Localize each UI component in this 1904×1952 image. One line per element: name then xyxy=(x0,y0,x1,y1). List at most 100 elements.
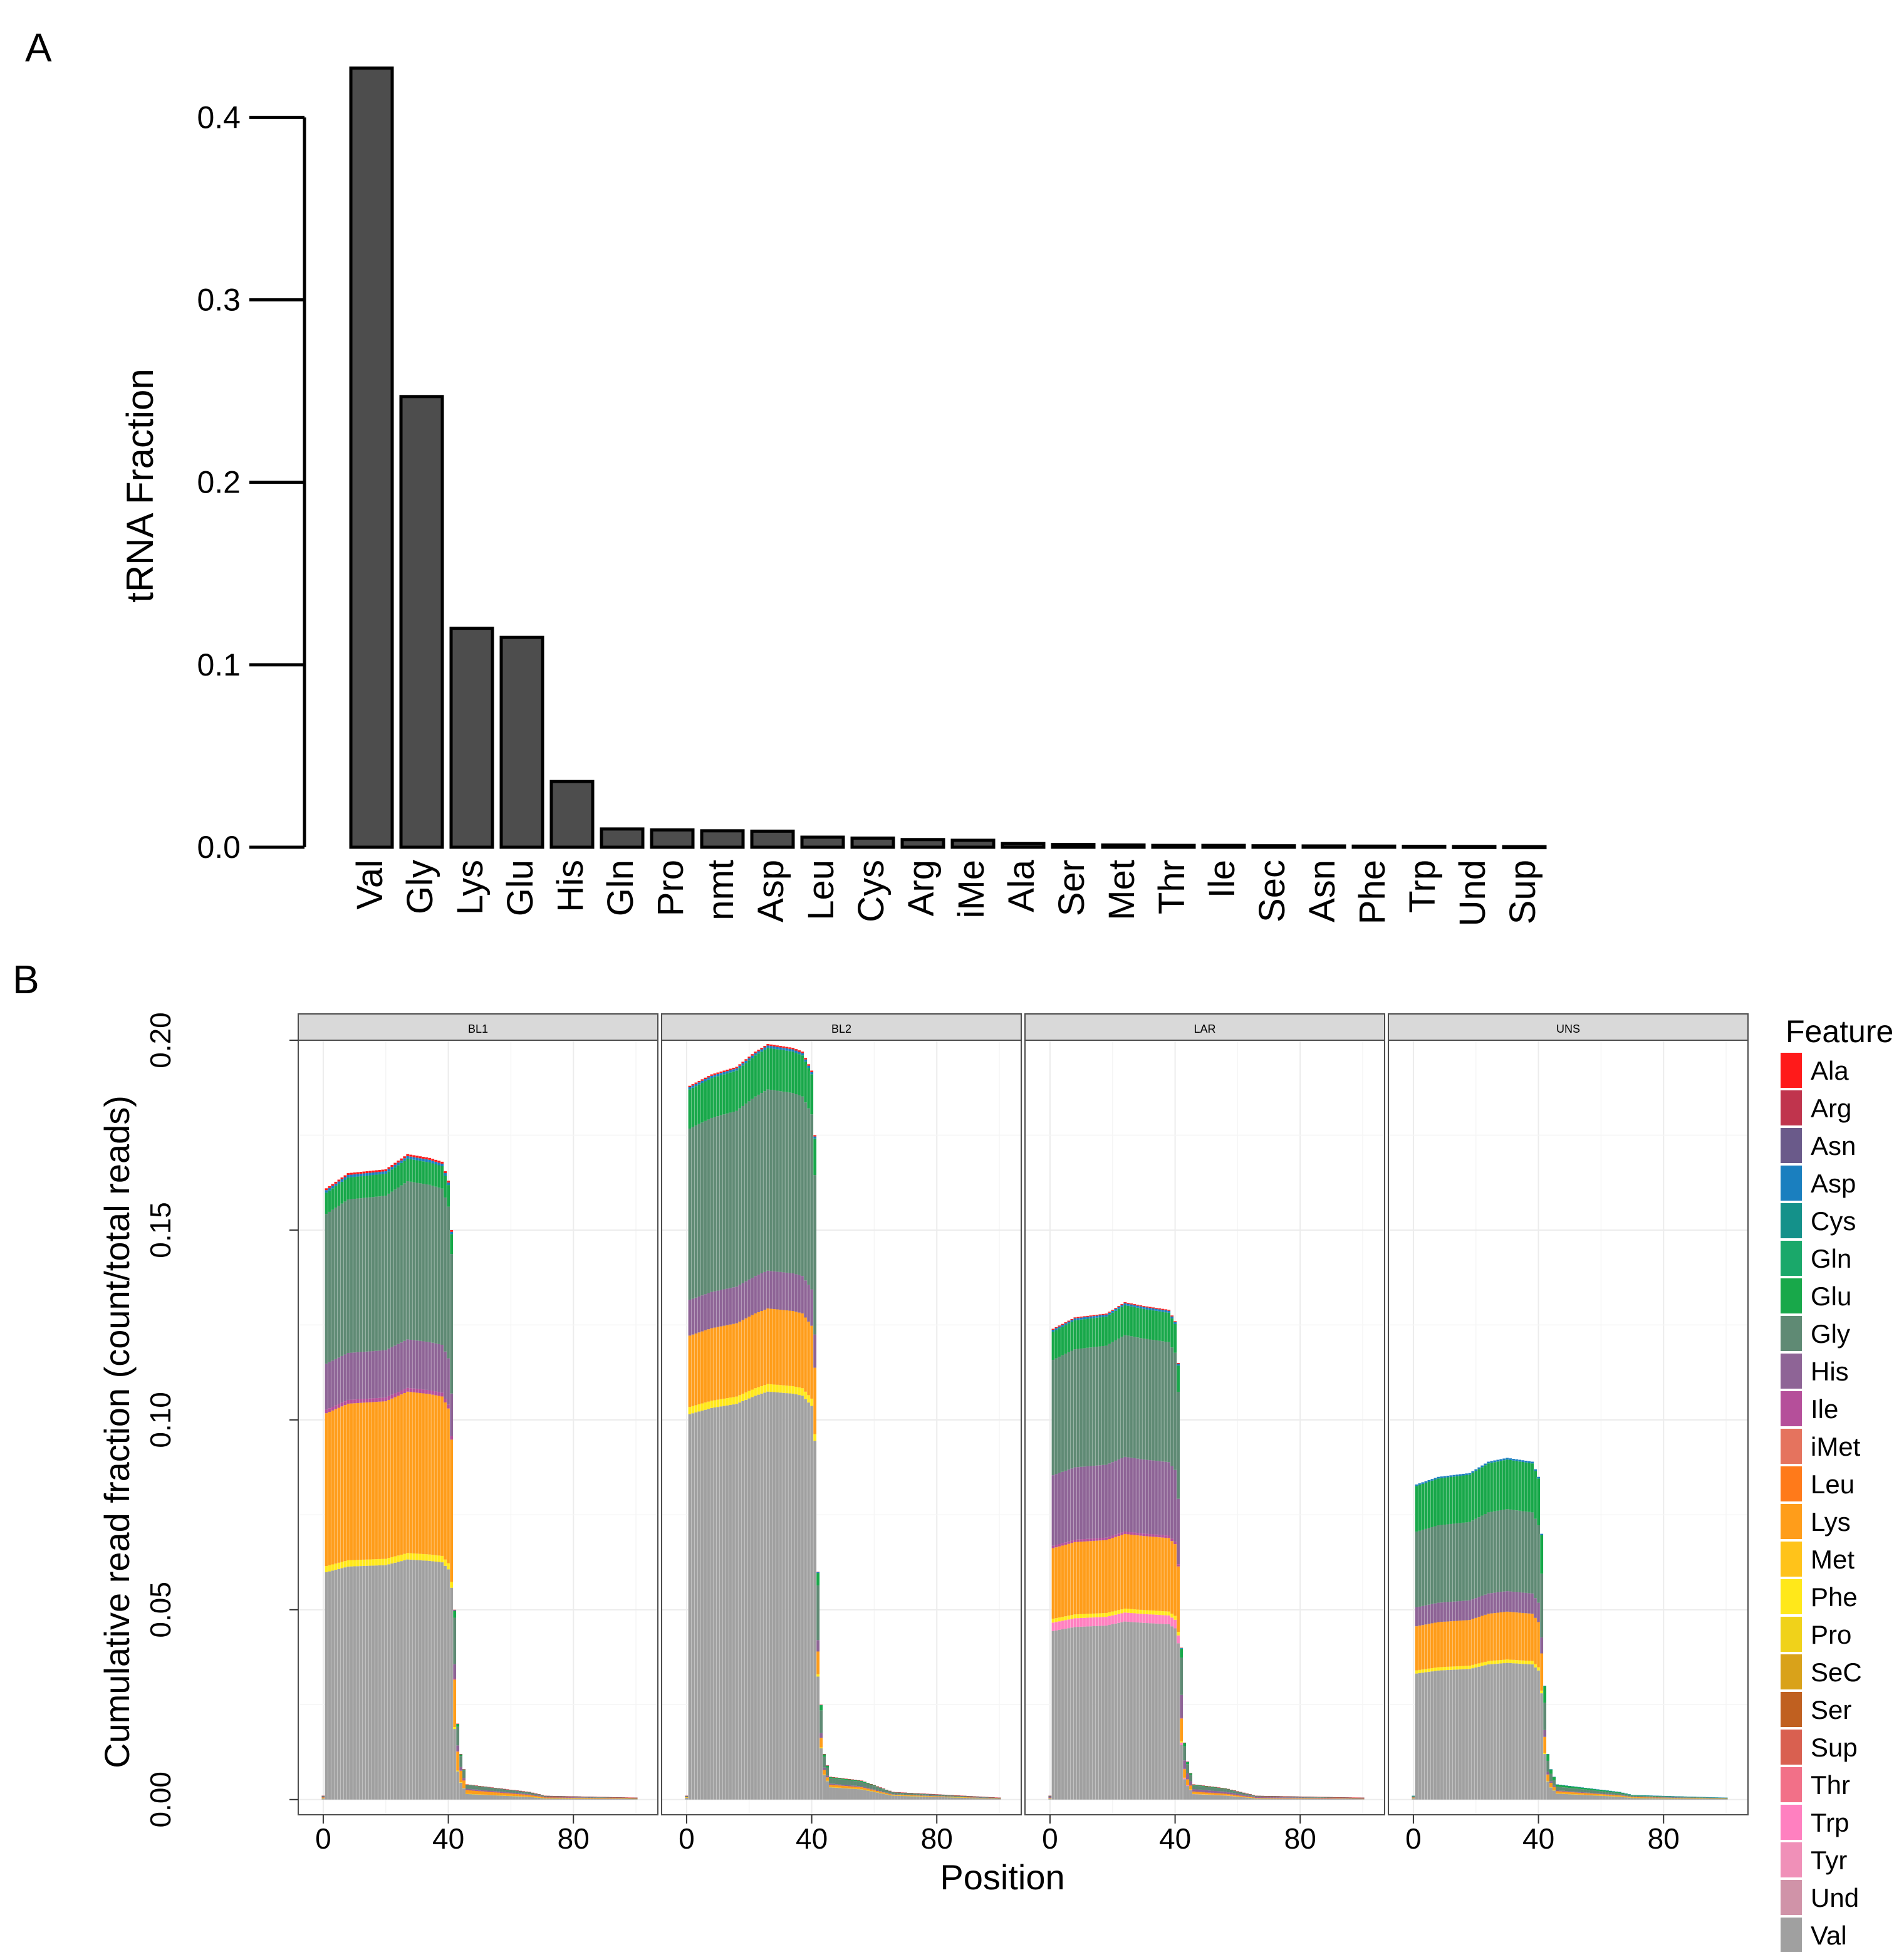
segment-ala xyxy=(1205,1785,1208,1787)
segment-gly xyxy=(1220,1788,1224,1792)
segment-ile xyxy=(397,1392,400,1396)
segment-phe xyxy=(1537,1667,1541,1671)
segment-asp xyxy=(1117,1307,1121,1309)
segment-lys xyxy=(568,1797,572,1798)
segment-asp xyxy=(434,1161,438,1164)
position-bar xyxy=(1436,1476,1440,1800)
segment-gly xyxy=(384,1196,388,1350)
segment-his xyxy=(1468,1600,1472,1621)
segment-lys xyxy=(801,1313,804,1389)
segment-gly xyxy=(593,1797,597,1798)
segment-his xyxy=(847,1785,851,1787)
segment-trp xyxy=(1186,1785,1190,1787)
segment-his xyxy=(1496,1592,1500,1613)
segment-his xyxy=(1671,1797,1675,1798)
segment-lys xyxy=(878,1792,882,1793)
segment-asp xyxy=(697,1082,701,1085)
legend-label: Ile xyxy=(1811,1394,1838,1424)
segment-asp xyxy=(1668,1796,1672,1797)
segment-gly xyxy=(1583,1789,1587,1793)
segment-lys xyxy=(863,1788,866,1790)
segment-glu xyxy=(1183,1743,1187,1746)
segment-gly xyxy=(1076,1349,1080,1468)
segment-asp xyxy=(1562,1785,1566,1786)
segment-asp xyxy=(415,1157,419,1161)
segment-glu xyxy=(785,1050,789,1092)
segment-val xyxy=(618,1798,622,1800)
segment-glu xyxy=(816,1573,820,1586)
segment-asp xyxy=(1506,1458,1509,1460)
segment-his xyxy=(891,1794,895,1795)
segment-glu xyxy=(447,1185,450,1207)
segment-val xyxy=(791,1393,795,1800)
segment-gly xyxy=(853,1781,857,1786)
segment-asp xyxy=(337,1181,341,1184)
segment-val xyxy=(512,1796,516,1800)
segment-val xyxy=(929,1796,932,1800)
segment-lys xyxy=(1549,1783,1553,1787)
segment-asp xyxy=(1618,1792,1621,1793)
segment-his xyxy=(1226,1792,1230,1794)
segment-asp xyxy=(387,1169,391,1172)
segment-val xyxy=(769,1392,773,1800)
segment-ile xyxy=(1136,1533,1140,1536)
segment-val xyxy=(321,1798,325,1800)
segment-his xyxy=(365,1351,369,1399)
legend-item-cys: Cys xyxy=(1781,1203,1856,1238)
position-bar xyxy=(778,1046,783,1800)
segment-lys xyxy=(428,1394,432,1555)
segment-phe xyxy=(1229,1795,1233,1797)
segment-his xyxy=(838,1784,841,1786)
position-bar xyxy=(1583,1787,1587,1800)
segment-ile xyxy=(1051,1545,1055,1548)
segment-ala xyxy=(415,1156,419,1158)
segment-glu xyxy=(1537,1478,1541,1526)
legend-swatch xyxy=(1781,1278,1802,1313)
position-bar xyxy=(1142,1306,1146,1800)
segment-gly xyxy=(1437,1525,1440,1603)
position-bar xyxy=(324,1188,328,1800)
segment-asp xyxy=(1531,1461,1534,1464)
x-tick-label: 40 xyxy=(796,1822,828,1855)
position-bar xyxy=(728,1068,732,1800)
segment-lys xyxy=(782,1310,786,1386)
segment-val xyxy=(785,1393,789,1800)
segment-phe xyxy=(832,1787,836,1788)
segment-lys xyxy=(1092,1540,1096,1614)
segment-gly xyxy=(938,1795,942,1797)
segment-gly xyxy=(988,1797,992,1798)
segment-ile xyxy=(549,1797,553,1798)
segment-ala xyxy=(425,1157,429,1160)
segment-gly xyxy=(381,1196,385,1351)
position-bar xyxy=(826,1765,830,1800)
segment-trp xyxy=(1158,1615,1162,1624)
bar-und xyxy=(1452,845,1497,849)
segment-his xyxy=(400,1342,403,1391)
segment-lys xyxy=(1643,1797,1646,1798)
segment-lys xyxy=(365,1402,369,1560)
segment-ile xyxy=(1098,1538,1102,1541)
segment-ala xyxy=(832,1777,836,1778)
position-bar xyxy=(343,1175,347,1800)
segment-val xyxy=(979,1798,982,1800)
segment-glu xyxy=(1540,1535,1544,1574)
segment-val xyxy=(1270,1798,1274,1800)
segment-phe xyxy=(1709,1798,1712,1799)
segment-his xyxy=(346,1352,350,1400)
segment-lys xyxy=(888,1793,892,1795)
position-bar xyxy=(1420,1482,1425,1800)
segment-ile xyxy=(381,1397,385,1402)
position-bar xyxy=(788,1047,792,1800)
segment-his xyxy=(735,1287,739,1323)
segment-lys xyxy=(387,1399,391,1558)
panel-b-y-tick-label: 0.05 xyxy=(144,1582,177,1638)
segment-ala xyxy=(334,1181,338,1184)
position-bar xyxy=(1248,1794,1252,1800)
segment-asp xyxy=(1136,1305,1140,1308)
segment-val xyxy=(353,1566,356,1800)
segment-ala xyxy=(738,1064,742,1066)
segment-ala xyxy=(1276,1796,1280,1797)
segment-gly xyxy=(1261,1796,1264,1797)
position-bar xyxy=(634,1797,638,1800)
